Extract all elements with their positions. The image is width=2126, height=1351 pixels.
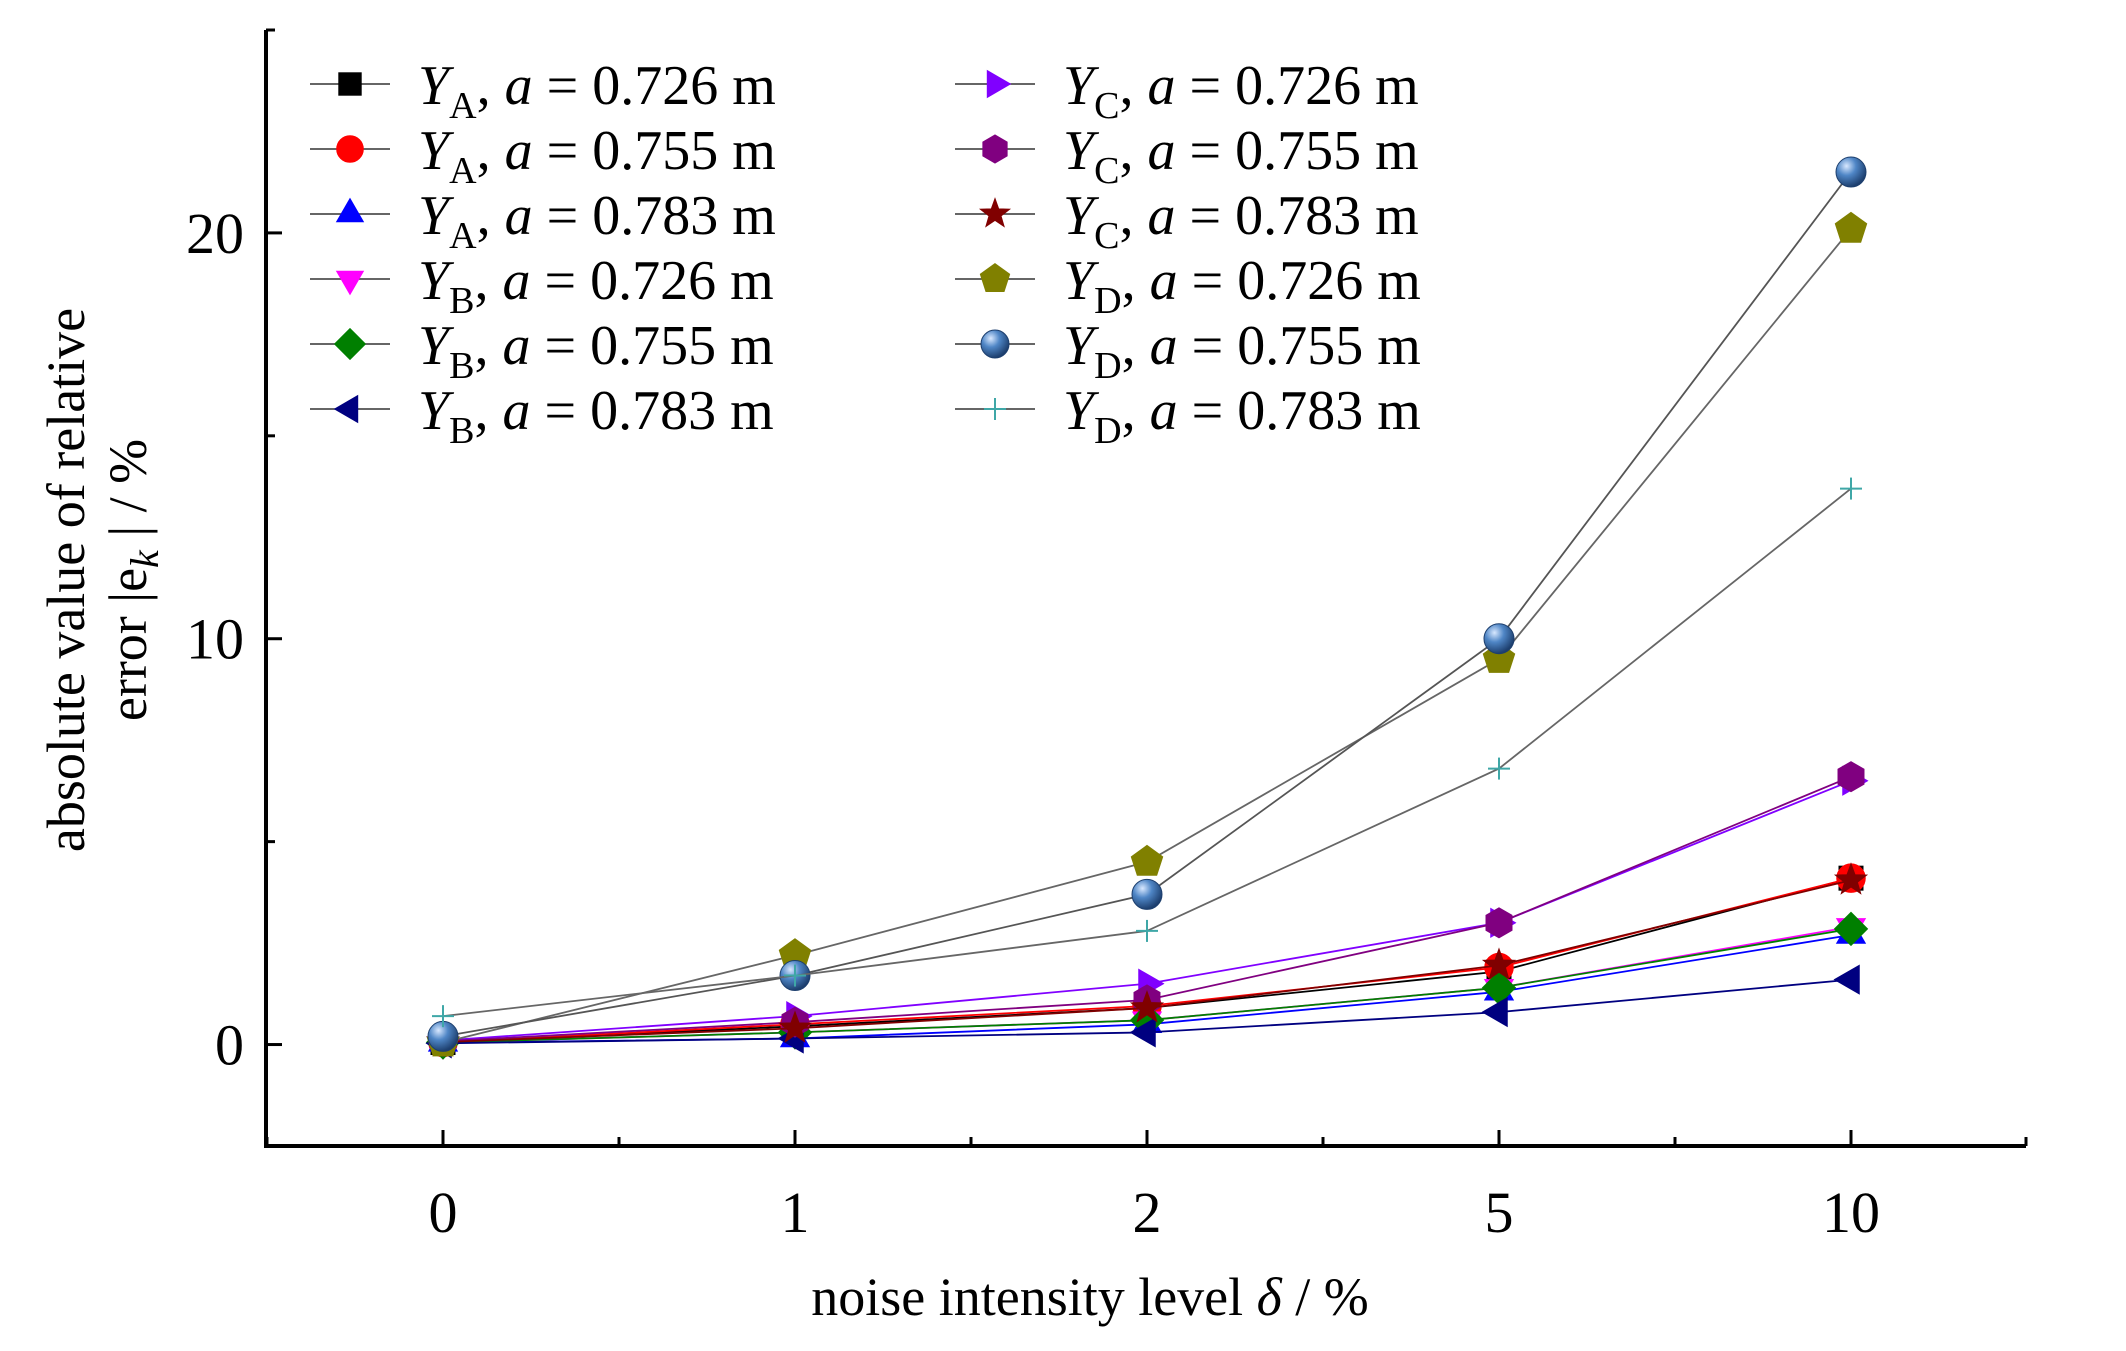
data-point [1483,623,1515,655]
legend-entry: YC, a = 0.783 m [955,185,1419,257]
y-tick-label: 0 [215,1013,244,1078]
legend-label: YD, a = 0.783 m [1063,380,1421,452]
x-tick-label: 2 [1133,1180,1162,1245]
legend-label: YD, a = 0.726 m [1063,250,1421,322]
data-point [333,394,359,424]
data-point [1837,761,1865,793]
data-point [978,197,1012,228]
legend: YA, a = 0.726 mYA, a = 0.755 mYA, a = 0.… [310,55,1421,452]
y-axis-label-line-2: error |ek | / % [98,439,167,721]
data-point [338,72,362,96]
legend-label: YC, a = 0.726 m [1063,55,1419,127]
data-point [1131,878,1163,910]
data-point [336,135,364,163]
x-axis-label: noise intensity level δ / % [811,1267,1369,1327]
data-point [1488,757,1510,780]
legend-entry: YA, a = 0.726 m [310,55,776,127]
legend-entry: YA, a = 0.783 m [310,185,776,257]
legend-label: YC, a = 0.783 m [1063,185,1419,257]
x-ticks: 0 1 2 5 10 [265,1130,2028,1245]
series [427,156,1867,1052]
y-ticks: 0 10 20 [186,28,282,1148]
data-point [1833,862,1869,895]
legend-label: YB, a = 0.783 m [418,380,774,452]
data-point [1833,964,1860,995]
data-point [784,964,806,987]
legend-entry: YB, a = 0.783 m [310,380,774,452]
data-point [982,134,1008,164]
data-point [1129,1017,1156,1048]
legend-entry: YD, a = 0.783 m [955,380,1421,452]
data-point [432,1005,454,1028]
data-point [1481,947,1517,980]
legend-entry: YB, a = 0.755 m [310,315,774,387]
data-point [1833,911,1869,947]
legend-label: YA, a = 0.726 m [418,55,776,127]
data-point [335,270,365,296]
data-point [986,69,1012,99]
legend-label: YA, a = 0.783 m [418,185,776,257]
y-tick-label: 10 [186,607,244,672]
legend-label: YC, a = 0.755 m [1063,120,1419,192]
y-axis-label-line-1: absolute value of relative [36,308,96,852]
axes: 0 10 20 0 1 2 5 10 [186,28,2028,1245]
data-point [333,327,367,361]
data-point [979,262,1011,292]
data-point [980,329,1010,359]
legend-entry: YD, a = 0.726 m [955,250,1421,322]
data-point [1840,477,1862,500]
y-axis-label: absolute value of relative error |ek | /… [36,308,167,852]
data-point [1834,211,1868,243]
data-point [1481,996,1508,1028]
data-point [1835,156,1867,188]
data-point [1481,970,1517,1005]
x-tick-label: 1 [781,1180,810,1245]
data-point [1130,844,1164,876]
x-tick-label: 0 [429,1180,458,1245]
y-tick-label: 20 [186,201,244,266]
data-point [1136,919,1158,942]
legend-entry: YA, a = 0.755 m [310,120,776,192]
legend-label: YD, a = 0.755 m [1063,315,1421,387]
x-tick-label: 5 [1485,1180,1514,1245]
series [432,477,1862,1028]
data-point [1129,990,1165,1023]
x-tick-label: 10 [1822,1180,1880,1245]
legend-entry: YC, a = 0.755 m [955,120,1419,192]
data-point [1485,907,1513,939]
legend-entry: YD, a = 0.755 m [955,315,1421,387]
legend-entry: YC, a = 0.726 m [955,55,1419,127]
series-layer [425,156,1869,1061]
legend-label: YB, a = 0.755 m [418,315,774,387]
data-point [335,197,365,223]
legend-entry: YB, a = 0.726 m [310,250,774,322]
legend-label: YB, a = 0.726 m [418,250,774,322]
legend-label: YA, a = 0.755 m [418,120,776,192]
data-point [984,398,1006,420]
data-point [777,1010,813,1043]
